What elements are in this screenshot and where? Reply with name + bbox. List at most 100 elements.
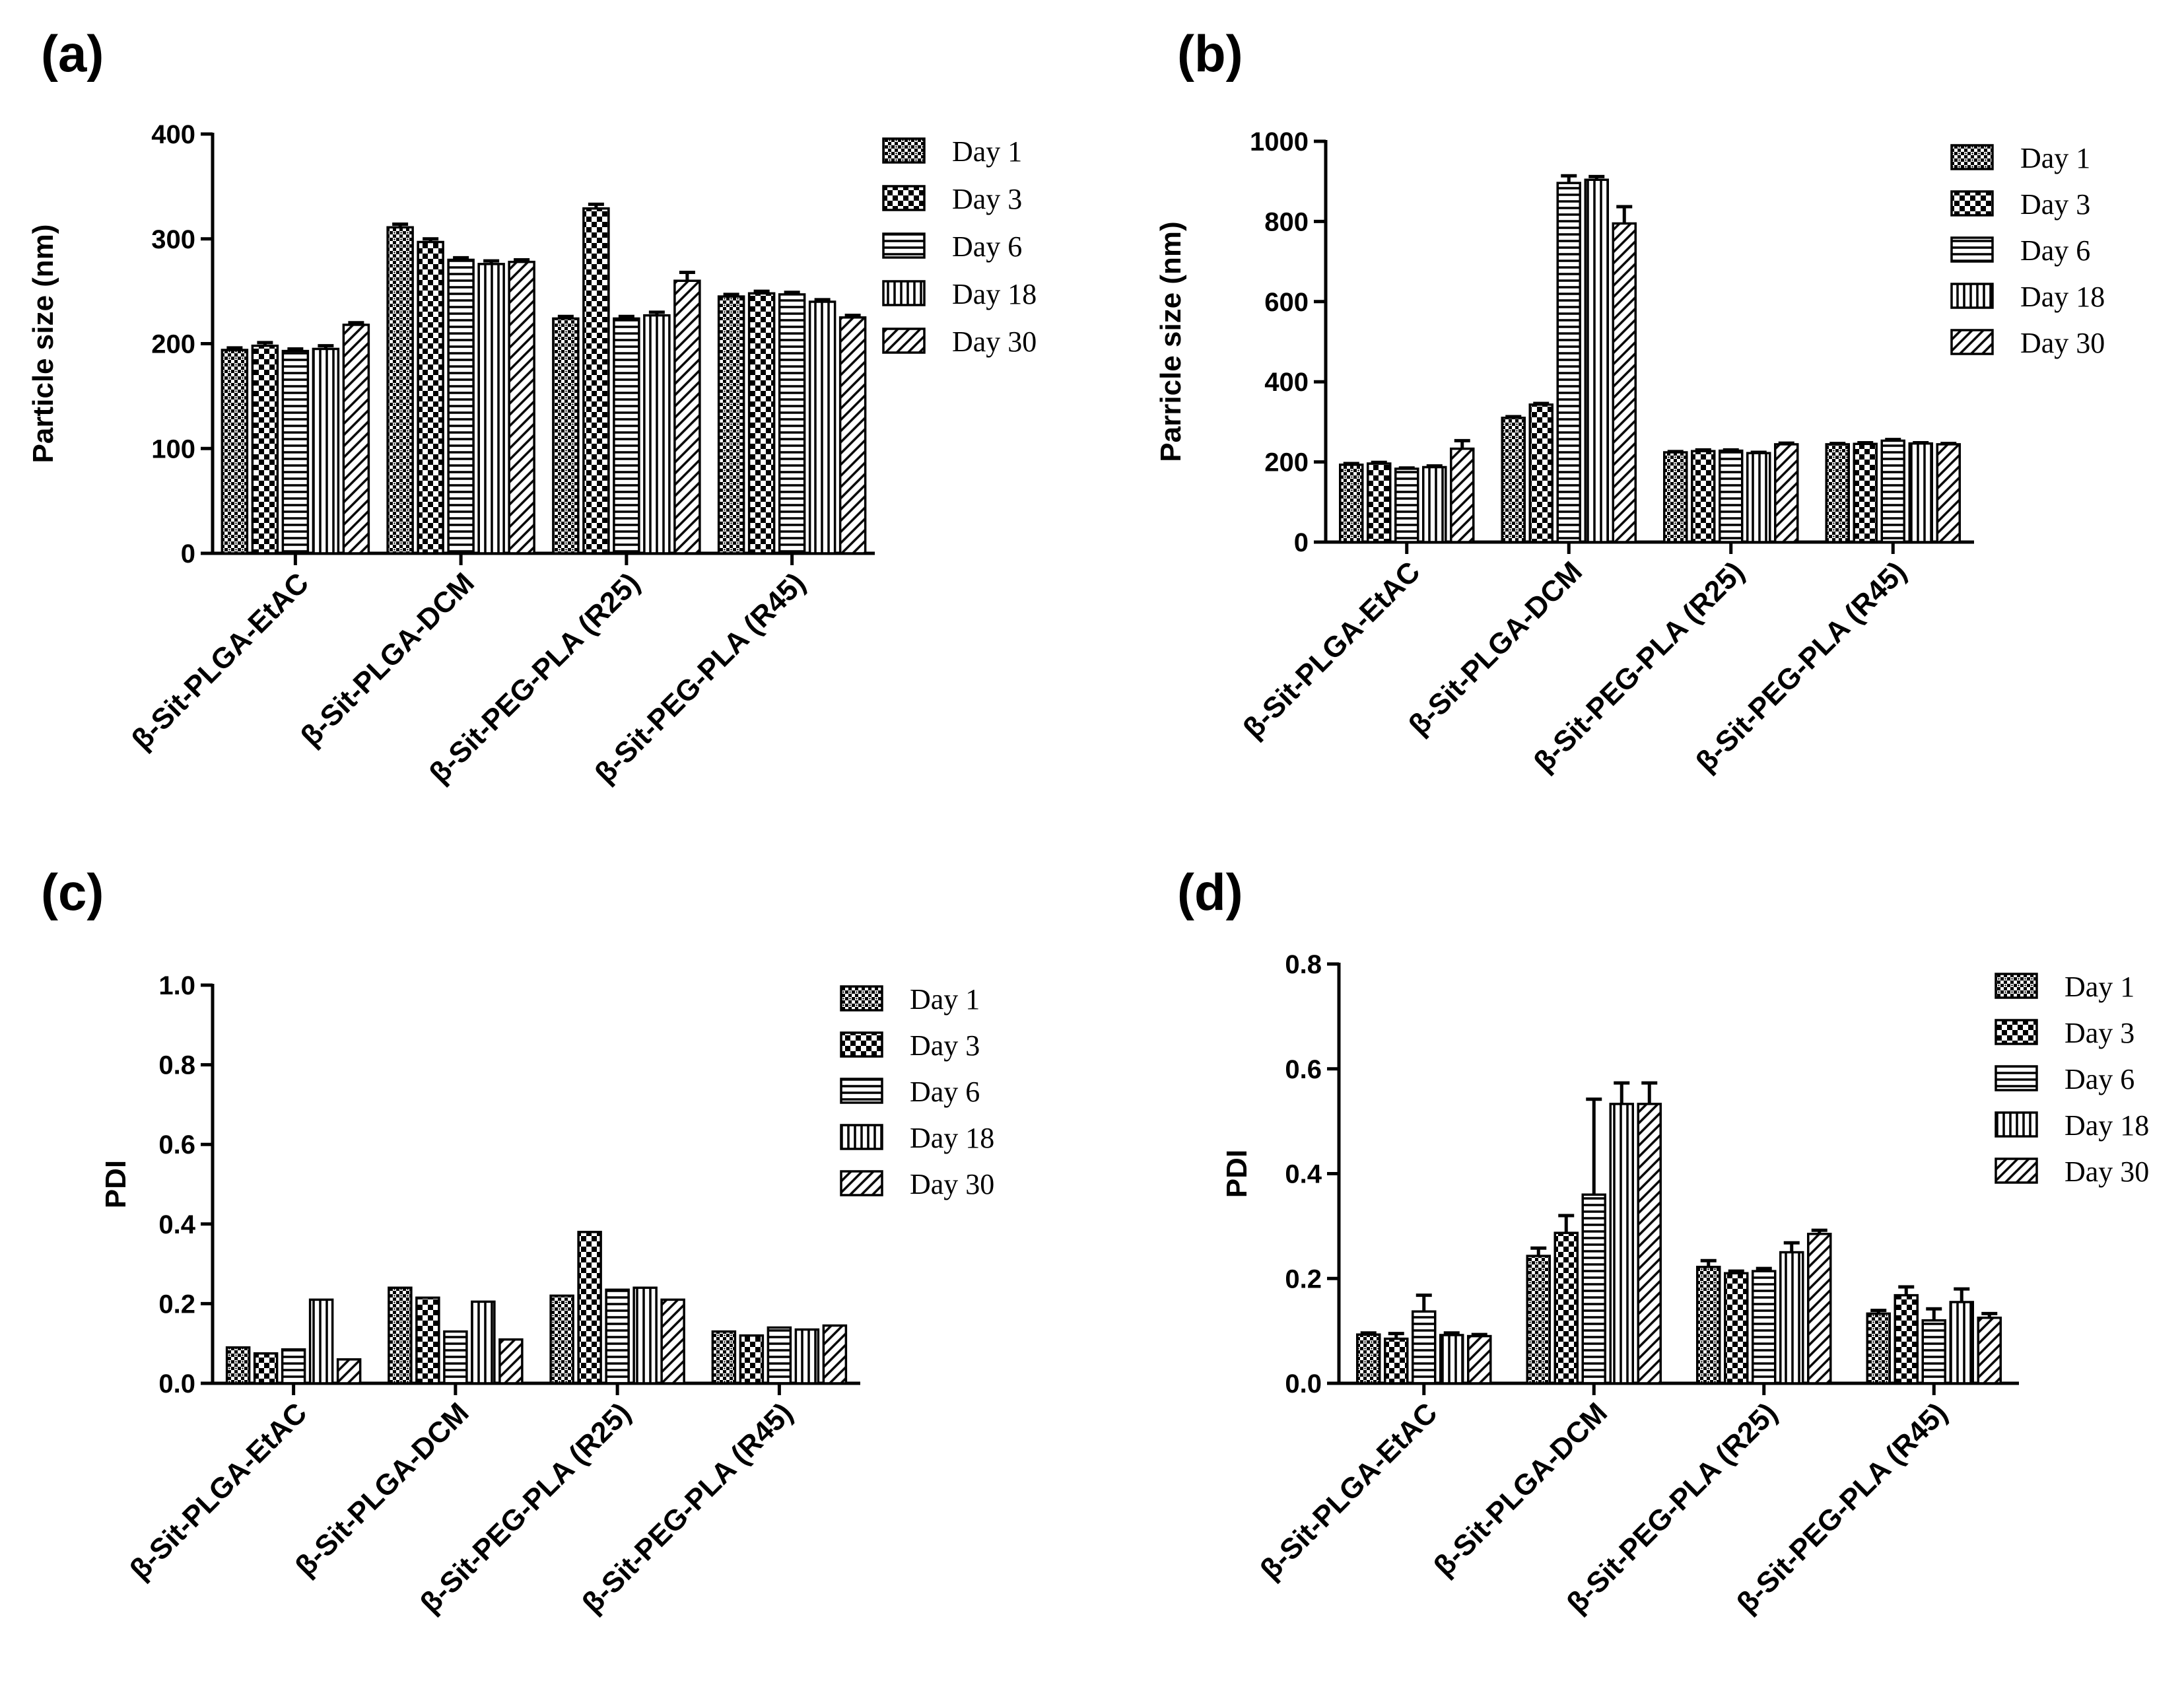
y-tick-label: 0.8 xyxy=(1285,950,1322,979)
bar-day-1-sit-peg-pla-r45 xyxy=(1825,443,1850,543)
bar-day-6-sit-plga-etac xyxy=(281,1348,306,1385)
legend-label-day-3: Day 3 xyxy=(2020,188,2090,221)
legend-label-day-1: Day 1 xyxy=(910,983,980,1016)
legend: Day 1 Day 3 Day 6 Day 18 Day 30 xyxy=(1995,971,2149,1188)
bar-day-1-sit-plga-etac xyxy=(1339,464,1364,543)
legend-label-day-30: Day 30 xyxy=(2020,327,2105,359)
bar-day-30-sit-plga-etac xyxy=(1467,1334,1492,1385)
bar-day-3-sit-peg-pla-r45 xyxy=(747,292,776,555)
bar-day-3-sit-plga-etac xyxy=(1367,462,1392,543)
legend: Day 1 Day 3 Day 6 Day 18 Day 30 xyxy=(840,983,994,1200)
bar-day-1-sit-plga-etac xyxy=(225,1346,251,1385)
bar-day-18-sit-plga-etac xyxy=(308,1298,334,1385)
legend-swatch-day-6 xyxy=(1950,236,1994,263)
bar-day-18-sit-peg-pla-r25 xyxy=(632,1286,658,1385)
bar-day-3-sit-plga-dcm xyxy=(417,240,444,555)
bar-day-1-sit-peg-pla-r25 xyxy=(549,1294,574,1385)
panel-label: (b) xyxy=(1177,24,1243,83)
x-tick-label-sit-plga-dcm: β-Sit-PLGA-DCM xyxy=(289,1396,475,1583)
y-tick-label: 0.4 xyxy=(1285,1160,1322,1189)
legend-label-day-1: Day 1 xyxy=(952,135,1022,168)
legend-swatch-day-6 xyxy=(1995,1065,2038,1091)
bar-day-6-sit-peg-pla-r25 xyxy=(1752,1270,1777,1385)
legend-swatch-day-30 xyxy=(1995,1157,2038,1184)
bar-day-1-sit-peg-pla-r45 xyxy=(717,295,745,555)
legend-label-day-18: Day 18 xyxy=(910,1122,994,1154)
legend-swatch-day-3 xyxy=(840,1031,883,1058)
bar-day-3-sit-plga-dcm xyxy=(415,1296,440,1385)
legend-swatch-day-6 xyxy=(882,232,926,259)
x-tick-label-sit-plga-etac: β-Sit-PLGA-EtAC xyxy=(1254,1396,1444,1586)
bar-day-6-sit-peg-pla-r45 xyxy=(778,293,806,555)
legend-swatch-day-1 xyxy=(1950,144,1994,170)
legend-label-day-3: Day 3 xyxy=(2065,1017,2134,1049)
x-tick-label-sit-plga-dcm: β-Sit-PLGA-DCM xyxy=(294,567,481,753)
bar-day-1-sit-plga-etac xyxy=(221,349,249,555)
legend-label-day-1: Day 1 xyxy=(2020,142,2090,174)
legend-label-day-18: Day 18 xyxy=(952,278,1037,310)
legend-swatch-day-3 xyxy=(882,185,926,211)
legend-label-day-6: Day 6 xyxy=(2065,1063,2134,1095)
x-tick-label-sit-plga-etac: β-Sit-PLGA-EtAC xyxy=(1237,555,1427,745)
chart-panel-c: (c) 0.0 0.2 0.4 0.6 0.8 1.0 PDI β-Sit-PLGA-EtACβ… xyxy=(41,863,994,1620)
bar-day-18-sit-peg-pla-r45 xyxy=(808,300,836,555)
bar-day-18-sit-peg-pla-r45 xyxy=(1949,1301,1974,1385)
bar-day-3-sit-plga-etac xyxy=(253,1352,279,1385)
legend-swatch-day-30 xyxy=(882,327,926,354)
bar-day-3-sit-peg-pla-r45 xyxy=(739,1334,765,1385)
bar-day-3-sit-peg-pla-r45 xyxy=(1894,1293,1919,1385)
bar-day-30-sit-peg-pla-r25 xyxy=(1807,1233,1832,1385)
bar-day-30-sit-plga-etac xyxy=(1450,447,1475,543)
y-tick-label: 0 xyxy=(181,539,195,569)
legend-label-day-30: Day 30 xyxy=(910,1168,994,1200)
y-tick-label: 600 xyxy=(1264,288,1309,317)
panel-label: (a) xyxy=(41,24,104,83)
legend-swatch-day-30 xyxy=(840,1170,883,1196)
bar-day-6-sit-peg-pla-r25 xyxy=(605,1288,630,1385)
bar-day-6-sit-plga-dcm xyxy=(443,1330,468,1385)
bar-day-18-sit-peg-pla-r25 xyxy=(1746,452,1771,543)
bar-day-18-sit-plga-etac xyxy=(312,347,340,555)
bar-day-1-sit-peg-pla-r45 xyxy=(711,1330,737,1385)
y-tick-label: 400 xyxy=(151,120,195,149)
y-tick-label: 0.6 xyxy=(158,1130,195,1159)
bar-day-30-sit-plga-etac xyxy=(336,1358,362,1385)
legend-label-day-3: Day 3 xyxy=(952,183,1022,215)
y-tick-label: 200 xyxy=(1264,448,1309,477)
bar-day-30-sit-peg-pla-r25 xyxy=(673,279,701,555)
legend-label-day-6: Day 6 xyxy=(910,1076,980,1108)
chart-panel-a: (a) 0 100 200 300 400 Particle size (nm) β-Sit-… xyxy=(27,24,1037,790)
bar-day-3-sit-plga-etac xyxy=(251,344,279,555)
bar-day-3-sit-peg-pla-r45 xyxy=(1853,442,1878,543)
legend-swatch-day-18 xyxy=(1995,1111,2038,1138)
x-tick-label-sit-plga-dcm: β-Sit-PLGA-DCM xyxy=(1402,555,1588,741)
y-axis-title: Parricle size (nm) xyxy=(1155,221,1187,462)
legend: Day 1 Day 3 Day 6 Day 18 Day 30 xyxy=(1950,142,2105,359)
bar-day-6-sit-peg-pla-r45 xyxy=(1921,1319,1946,1385)
panel-label: (c) xyxy=(41,863,104,921)
legend-swatch-day-3 xyxy=(1950,190,1994,217)
bar-day-3-sit-plga-dcm xyxy=(1553,1231,1579,1385)
bar-day-30-sit-plga-dcm xyxy=(508,260,535,555)
bar-day-18-sit-plga-etac xyxy=(1422,465,1447,543)
y-tick-label: 0.8 xyxy=(158,1051,195,1080)
bar-day-6-sit-plga-dcm xyxy=(1581,1193,1606,1385)
x-tick-label-sit-plga-etac: β-Sit-PLGA-EtAC xyxy=(123,1396,313,1586)
y-tick-label: 1000 xyxy=(1250,127,1309,156)
bar-day-6-sit-plga-etac xyxy=(281,349,310,555)
bar-day-18-sit-peg-pla-r25 xyxy=(643,314,671,555)
legend-swatch-day-18 xyxy=(840,1124,883,1150)
bar-day-6-sit-peg-pla-r25 xyxy=(1719,449,1744,543)
chart-panel-b: (b) 0 200 400 600 800 1000 Parricle size (nm) β-… xyxy=(1155,24,2105,778)
bar-day-3-sit-peg-pla-r25 xyxy=(582,207,610,555)
y-tick-label: 0.0 xyxy=(158,1369,195,1398)
bar-day-1-sit-plga-dcm xyxy=(1526,1255,1551,1385)
bar-day-1-sit-peg-pla-r25 xyxy=(1696,1266,1721,1385)
bar-day-1-sit-peg-pla-r45 xyxy=(1866,1312,1891,1385)
legend: Day 1 Day 3 Day 6 Day 18 Day 30 xyxy=(882,135,1037,358)
legend-label-day-18: Day 18 xyxy=(2065,1109,2149,1142)
bar-day-1-sit-peg-pla-r25 xyxy=(552,317,580,555)
bar-day-3-sit-peg-pla-r25 xyxy=(577,1231,602,1385)
y-tick-label: 300 xyxy=(151,225,195,254)
bar-day-18-sit-plga-dcm xyxy=(1609,1103,1634,1385)
